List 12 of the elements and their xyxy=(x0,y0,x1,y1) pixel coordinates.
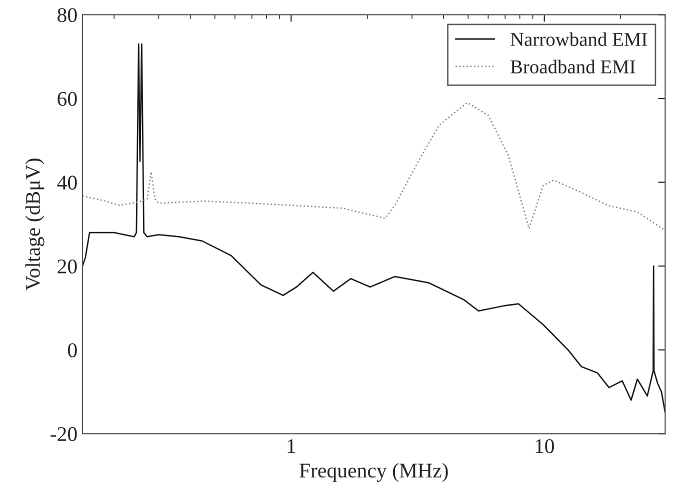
legend-label: Narrowband EMI xyxy=(510,32,647,46)
y-tick-label: 40 xyxy=(57,176,77,190)
legend-label: Broadband EMI xyxy=(510,60,636,74)
x-axis-title: Frequency (MHz) xyxy=(300,462,448,482)
x-tick-label: 1 xyxy=(288,439,296,453)
y-tick-label: 20 xyxy=(58,259,77,274)
y-tick-label: 0 xyxy=(68,343,77,358)
y-tick-label: 80 xyxy=(58,8,77,22)
y-tick-label: -20 xyxy=(50,427,77,442)
x-tick-label: 10 xyxy=(536,439,554,454)
y-axis-title: Voltage (dBμV) xyxy=(25,158,44,290)
y-tick-label: 60 xyxy=(58,92,77,106)
